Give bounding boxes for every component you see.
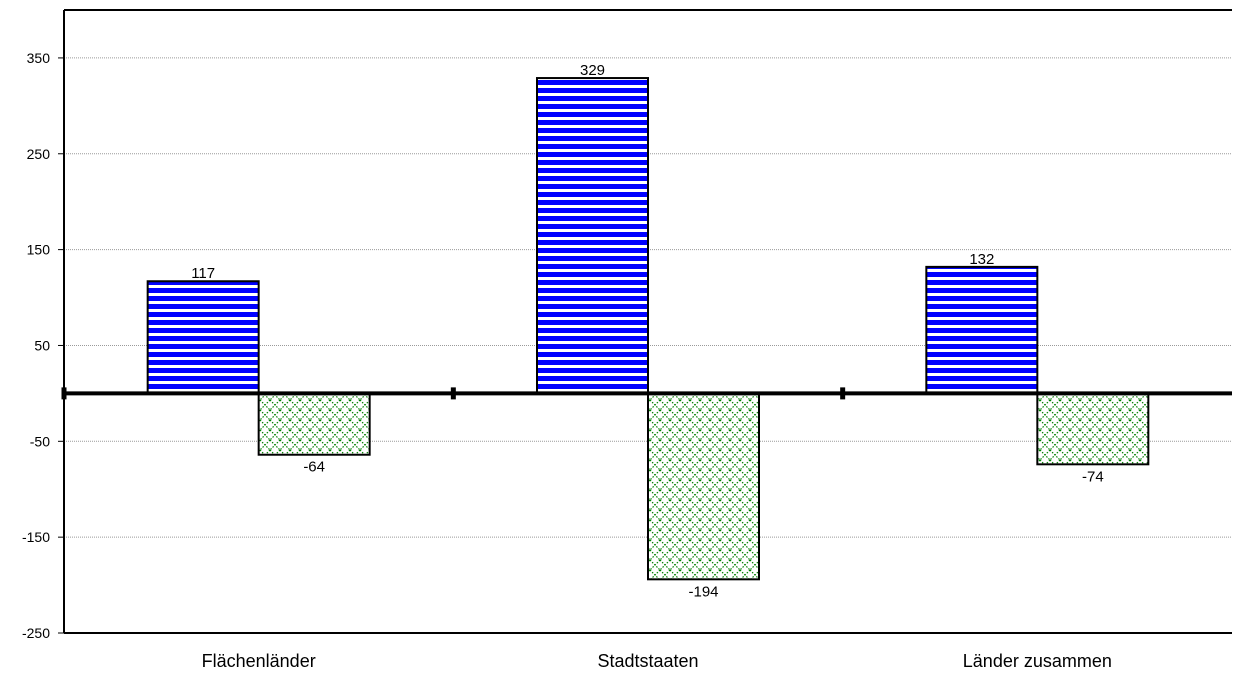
bar: [146, 280, 260, 395]
data-label: 132: [969, 251, 994, 268]
bar: [647, 392, 760, 581]
y-tick-label: 150: [27, 242, 51, 258]
y-tick-label: 250: [27, 146, 51, 162]
data-label: 117: [191, 265, 215, 282]
y-tick-label: -250: [22, 625, 50, 641]
bar: [536, 77, 649, 395]
bar: [925, 265, 1039, 395]
data-label: 329: [580, 62, 605, 79]
category-label: Stadtstaaten: [597, 651, 698, 671]
bar: [257, 392, 371, 456]
bar: [1036, 392, 1150, 466]
y-tick-label: 50: [34, 337, 50, 353]
y-tick-label: -150: [22, 529, 50, 545]
y-tick-label: -50: [30, 433, 50, 449]
data-label: -194: [688, 583, 718, 600]
data-label: -74: [1082, 468, 1104, 485]
axes: [58, 9, 1232, 634]
category-label: Flächenländer: [202, 651, 316, 671]
bars: [146, 77, 1150, 581]
category-label: Länder zusammen: [963, 651, 1112, 671]
labels: 350 250 150 50 -50 -150 -250 117 -64 Flächenlände…: [22, 50, 1112, 671]
data-label: -64: [303, 459, 325, 476]
y-tick-label: 350: [27, 50, 51, 66]
